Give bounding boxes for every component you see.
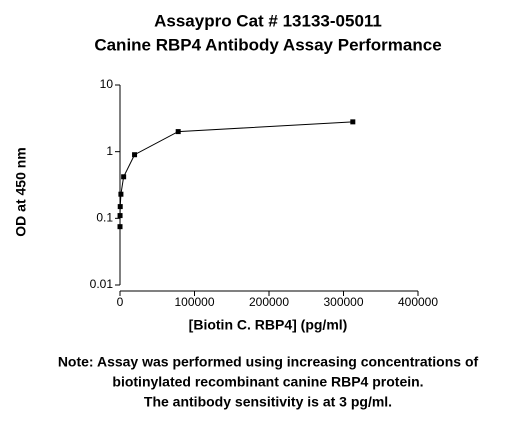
- x-tick-label: 100000: [174, 295, 214, 309]
- title-line: Canine RBP4 Antibody Assay Performance: [94, 35, 441, 54]
- y-tick-label: 10: [100, 77, 114, 91]
- x-tick-label: 0: [117, 295, 124, 309]
- note-line: biotinylated recombinant canine RBP4 pro…: [112, 374, 423, 390]
- y-axis-label: OD at 450 nm: [13, 147, 29, 236]
- y-tick-label: 1: [106, 144, 113, 158]
- data-point: [117, 204, 123, 210]
- data-point: [121, 174, 127, 180]
- x-tick-label: 300000: [323, 295, 363, 309]
- y-tick-label: 0.1: [96, 211, 113, 225]
- x-tick-label: 200000: [249, 295, 289, 309]
- series-line: [119, 121, 353, 227]
- title-line: Assaypro Cat # 13133-05011: [154, 11, 382, 30]
- data-point: [117, 213, 123, 219]
- note-line: The antibody sensitivity is at 3 pg/ml.: [144, 394, 392, 410]
- x-axis-label: [Biotin C. RBP4] (pg/ml): [189, 317, 348, 333]
- data-point: [118, 191, 124, 197]
- data-point: [175, 129, 181, 135]
- data-point: [350, 119, 356, 125]
- x-tick-label: 400000: [398, 295, 438, 309]
- note-line: Note: Assay was performed using increasi…: [58, 354, 479, 370]
- data-point: [117, 224, 123, 230]
- data-point: [132, 152, 138, 158]
- y-tick-label: 0.01: [90, 277, 114, 291]
